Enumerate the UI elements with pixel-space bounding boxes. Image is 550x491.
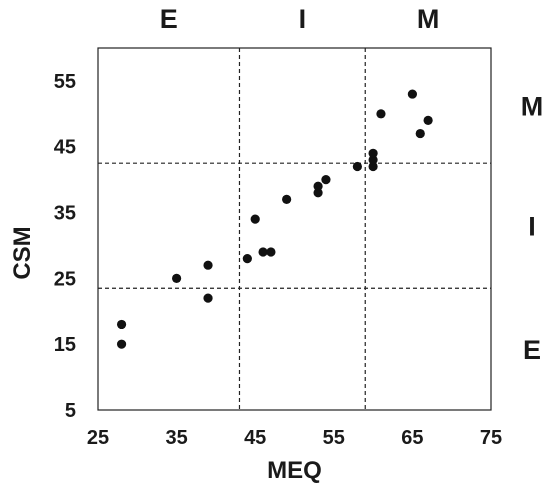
x-tick-label: 75 xyxy=(480,427,502,449)
zone-label-right: I xyxy=(528,212,536,242)
x-tick-label: 45 xyxy=(244,427,266,449)
data-point xyxy=(368,148,378,158)
data-point xyxy=(423,115,433,125)
data-point xyxy=(203,293,213,303)
data-point xyxy=(258,247,268,257)
y-tick-label: 5 xyxy=(65,400,76,422)
data-point xyxy=(116,319,127,330)
data-point xyxy=(352,161,362,172)
data-point xyxy=(376,109,386,119)
zone-label-top: M xyxy=(417,4,440,34)
data-point xyxy=(203,260,213,270)
data-point xyxy=(321,175,331,185)
data-point xyxy=(368,161,378,172)
data-points xyxy=(116,89,433,349)
y-tick-label: 15 xyxy=(54,334,76,356)
y-tick-label: 45 xyxy=(54,137,76,159)
data-point xyxy=(250,214,260,224)
data-point xyxy=(242,254,252,264)
data-point xyxy=(313,181,323,191)
x-tick-label: 55 xyxy=(323,427,345,449)
data-point xyxy=(368,155,378,165)
data-point xyxy=(116,339,127,349)
data-point xyxy=(415,128,425,139)
y-tick-label: 55 xyxy=(54,71,76,93)
zone-label-right: E xyxy=(523,335,541,365)
plot-frame xyxy=(97,47,492,411)
data-point xyxy=(266,247,276,257)
x-axis-ticks: 25 35 45 55 65 75 xyxy=(87,427,502,449)
threshold-lines xyxy=(98,48,491,410)
data-point xyxy=(172,273,182,283)
x-tick-label: 35 xyxy=(165,427,187,449)
zone-labels-right: M I E xyxy=(521,92,544,366)
y-tick-label: 25 xyxy=(54,268,76,290)
data-point xyxy=(313,188,323,198)
x-axis-title: MEQ xyxy=(267,457,322,484)
y-axis-title: CSM xyxy=(9,226,36,279)
y-tick-label: 35 xyxy=(54,203,76,225)
data-point xyxy=(407,89,417,99)
x-tick-label: 65 xyxy=(401,427,423,449)
y-axis-ticks: 5 15 25 35 45 55 xyxy=(54,71,76,422)
zone-label-top: I xyxy=(299,4,307,34)
zone-label-right: M xyxy=(521,92,544,122)
zone-label-top: E xyxy=(160,4,178,34)
data-point xyxy=(282,194,292,204)
x-tick-label: 25 xyxy=(87,427,109,449)
